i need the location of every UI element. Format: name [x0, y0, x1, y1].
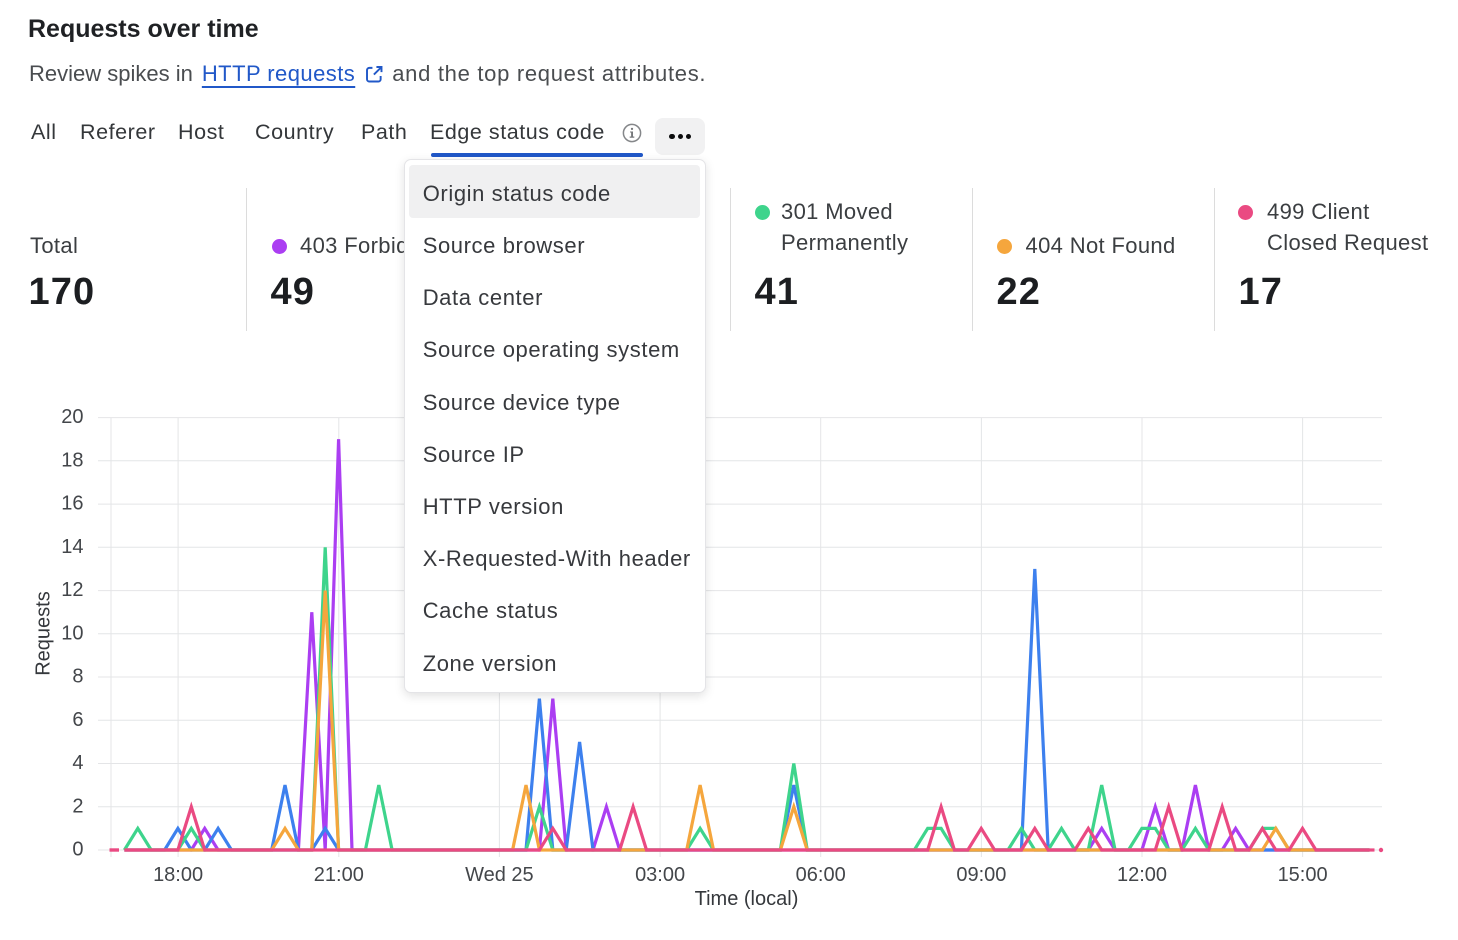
svg-text:20: 20: [61, 406, 83, 428]
svg-text:0: 0: [72, 839, 83, 861]
svg-text:Requests: Requests: [33, 591, 55, 676]
svg-text:10: 10: [61, 622, 83, 644]
svg-text:15:00: 15:00: [1278, 864, 1328, 886]
svg-text:4: 4: [72, 752, 83, 774]
svg-text:16: 16: [61, 493, 83, 515]
svg-text:2: 2: [72, 795, 83, 817]
svg-text:21:00: 21:00: [314, 864, 364, 886]
svg-text:6: 6: [72, 709, 83, 731]
svg-text:18:00: 18:00: [153, 864, 203, 886]
svg-text:18: 18: [61, 449, 83, 471]
svg-text:8: 8: [72, 666, 83, 688]
svg-text:12:00: 12:00: [1117, 864, 1167, 886]
svg-text:12: 12: [61, 579, 83, 601]
svg-text:06:00: 06:00: [796, 864, 846, 886]
svg-text:03:00: 03:00: [635, 864, 685, 886]
svg-text:Time (local): Time (local): [695, 888, 799, 910]
svg-text:14: 14: [61, 536, 83, 558]
svg-text:09:00: 09:00: [956, 864, 1006, 886]
svg-text:Wed 25: Wed 25: [465, 864, 534, 886]
